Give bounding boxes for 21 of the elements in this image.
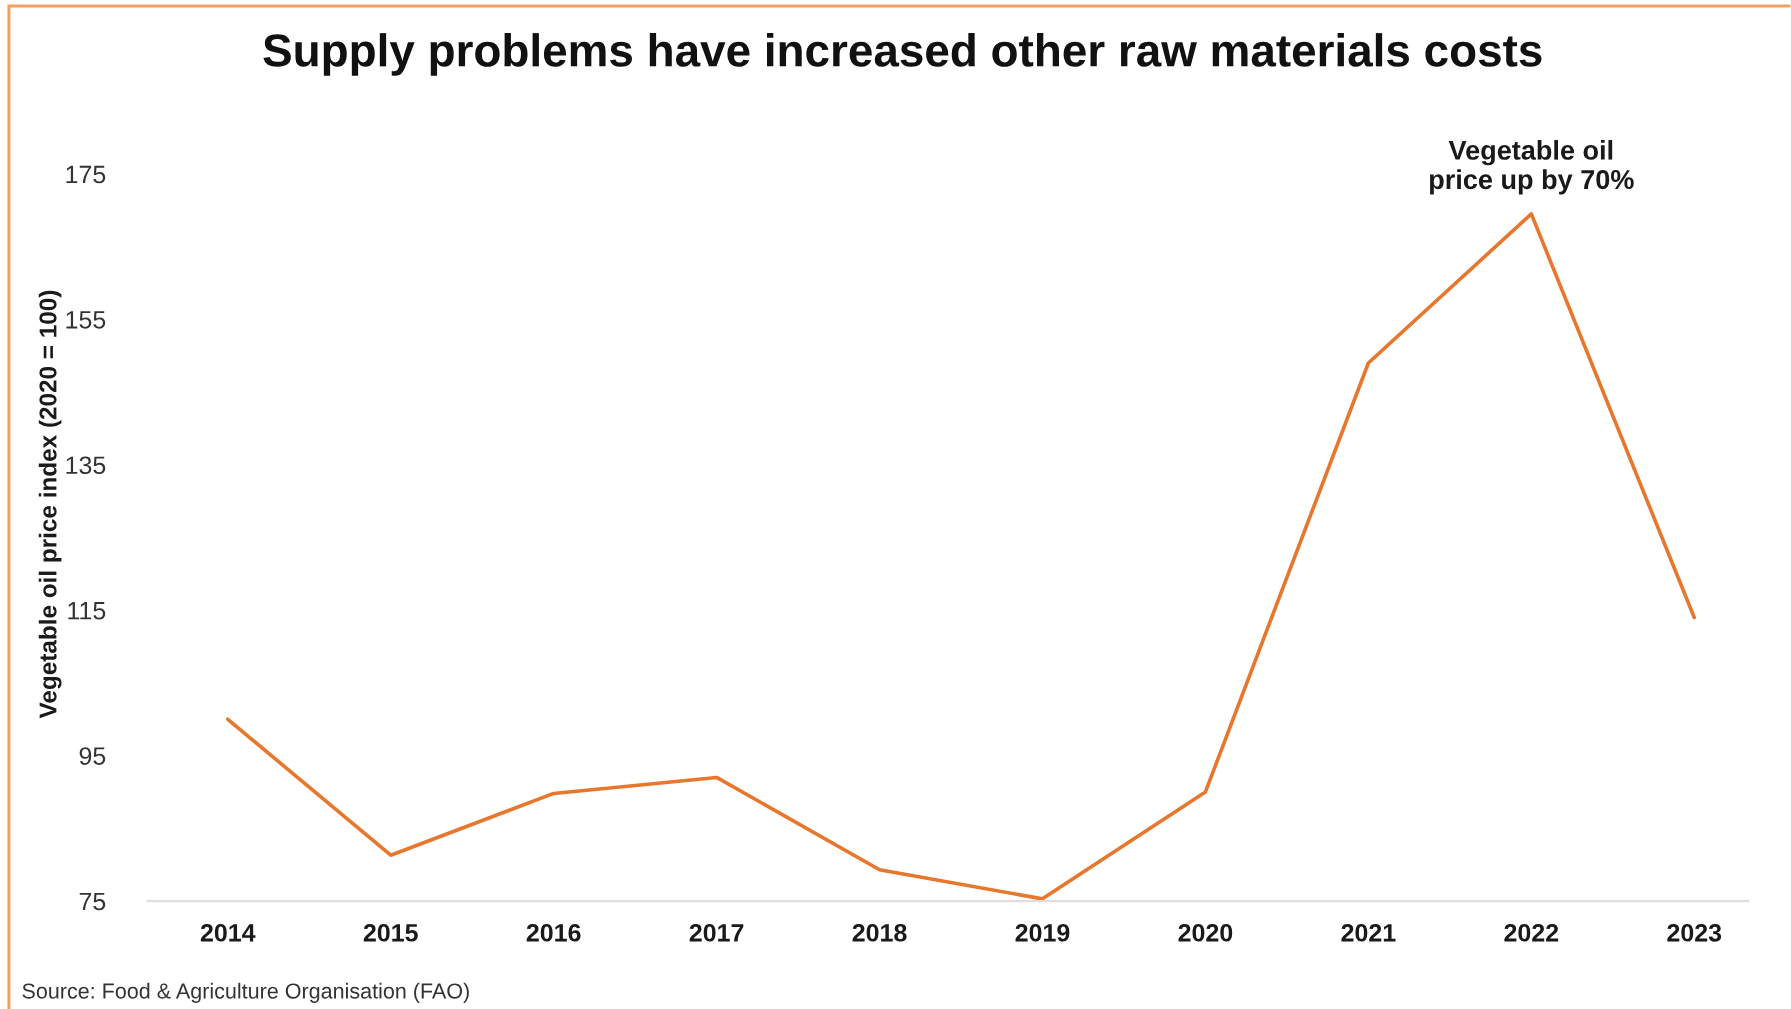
line-series: [225, 212, 1697, 901]
x-tick-label: 2014: [200, 923, 256, 942]
x-tick-label: 2020: [1178, 923, 1233, 942]
annotation: Vegetable oil price up by 70%: [1429, 139, 1634, 195]
x-tick-label: 2023: [1667, 923, 1722, 942]
x-tick-label: 2017: [689, 923, 744, 942]
x-tick-label: 2016: [526, 923, 581, 942]
y-tick-label: 175: [66, 165, 106, 184]
x-tick-label: 2021: [1341, 923, 1396, 942]
x-tick-label: 2022: [1504, 923, 1559, 942]
source-note: Source: Food & Agriculture Organisation (FAO): [22, 982, 469, 1003]
x-tick-label: 2019: [1015, 923, 1070, 942]
y-tick-label: 135: [66, 456, 106, 475]
x-tick-label: 2015: [363, 923, 418, 942]
y-tick-label: 155: [66, 311, 106, 329]
y-axis-title: Vegetable oil price index (2020 = 100): [38, 290, 62, 719]
x-tick-label: 2018: [852, 923, 907, 942]
y-tick-label: 75: [79, 892, 106, 911]
y-tick-label: 95: [79, 747, 106, 765]
y-tick-label: 115: [68, 602, 106, 620]
chart-title: Supply problems have increased other raw materials costs: [263, 33, 1542, 76]
